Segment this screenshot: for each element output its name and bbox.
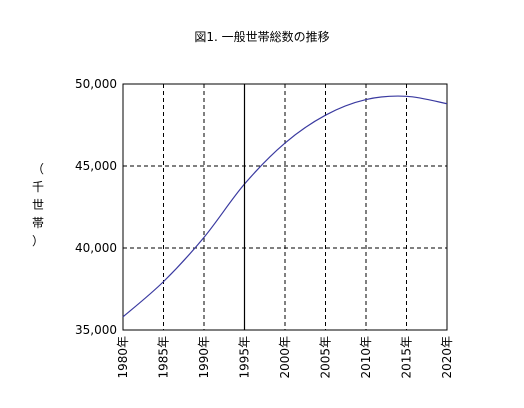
y-tick-label: 50,000 xyxy=(75,77,117,91)
y-tick-label: 40,000 xyxy=(75,241,117,255)
y-tick-label: 45,000 xyxy=(75,159,117,173)
y-axis-label-char: （ xyxy=(31,162,44,176)
series-layer xyxy=(122,95,448,318)
x-tick-label: 1980年 xyxy=(116,336,130,379)
x-tick-label: 2010年 xyxy=(359,336,373,379)
y-ticks: 35,000 40,000 45,000 50,000 xyxy=(75,77,117,337)
plot-frame xyxy=(122,83,448,331)
y-axis-label-char: 千 xyxy=(31,180,44,194)
y-axis-label-char: 世 xyxy=(31,198,44,212)
y-axis-label: （ 千世帯 ） xyxy=(30,160,46,250)
y-tick-label: 35,000 xyxy=(75,323,117,337)
x-tick-label: 1995年 xyxy=(238,336,252,379)
x-ticks: 1980年 1985年 1990年 1995年 2000年 2005年 2010年 2015年… xyxy=(116,336,454,379)
x-tick-label: 2020年 xyxy=(440,336,454,379)
chart-title: 図1. 一般世帯総数の推移 xyxy=(194,30,330,44)
x-tick-label: 1985年 xyxy=(157,336,171,379)
x-tick-label: 2000年 xyxy=(278,336,292,379)
y-axis-label-char: ） xyxy=(31,234,44,248)
y-axis-label-char: 帯 xyxy=(31,216,44,230)
grid xyxy=(123,84,447,330)
x-tick-label: 2015年 xyxy=(400,336,414,379)
series-line xyxy=(122,95,448,318)
x-tick-label: 2005年 xyxy=(319,336,333,379)
x-tick-label: 1990年 xyxy=(197,336,211,379)
